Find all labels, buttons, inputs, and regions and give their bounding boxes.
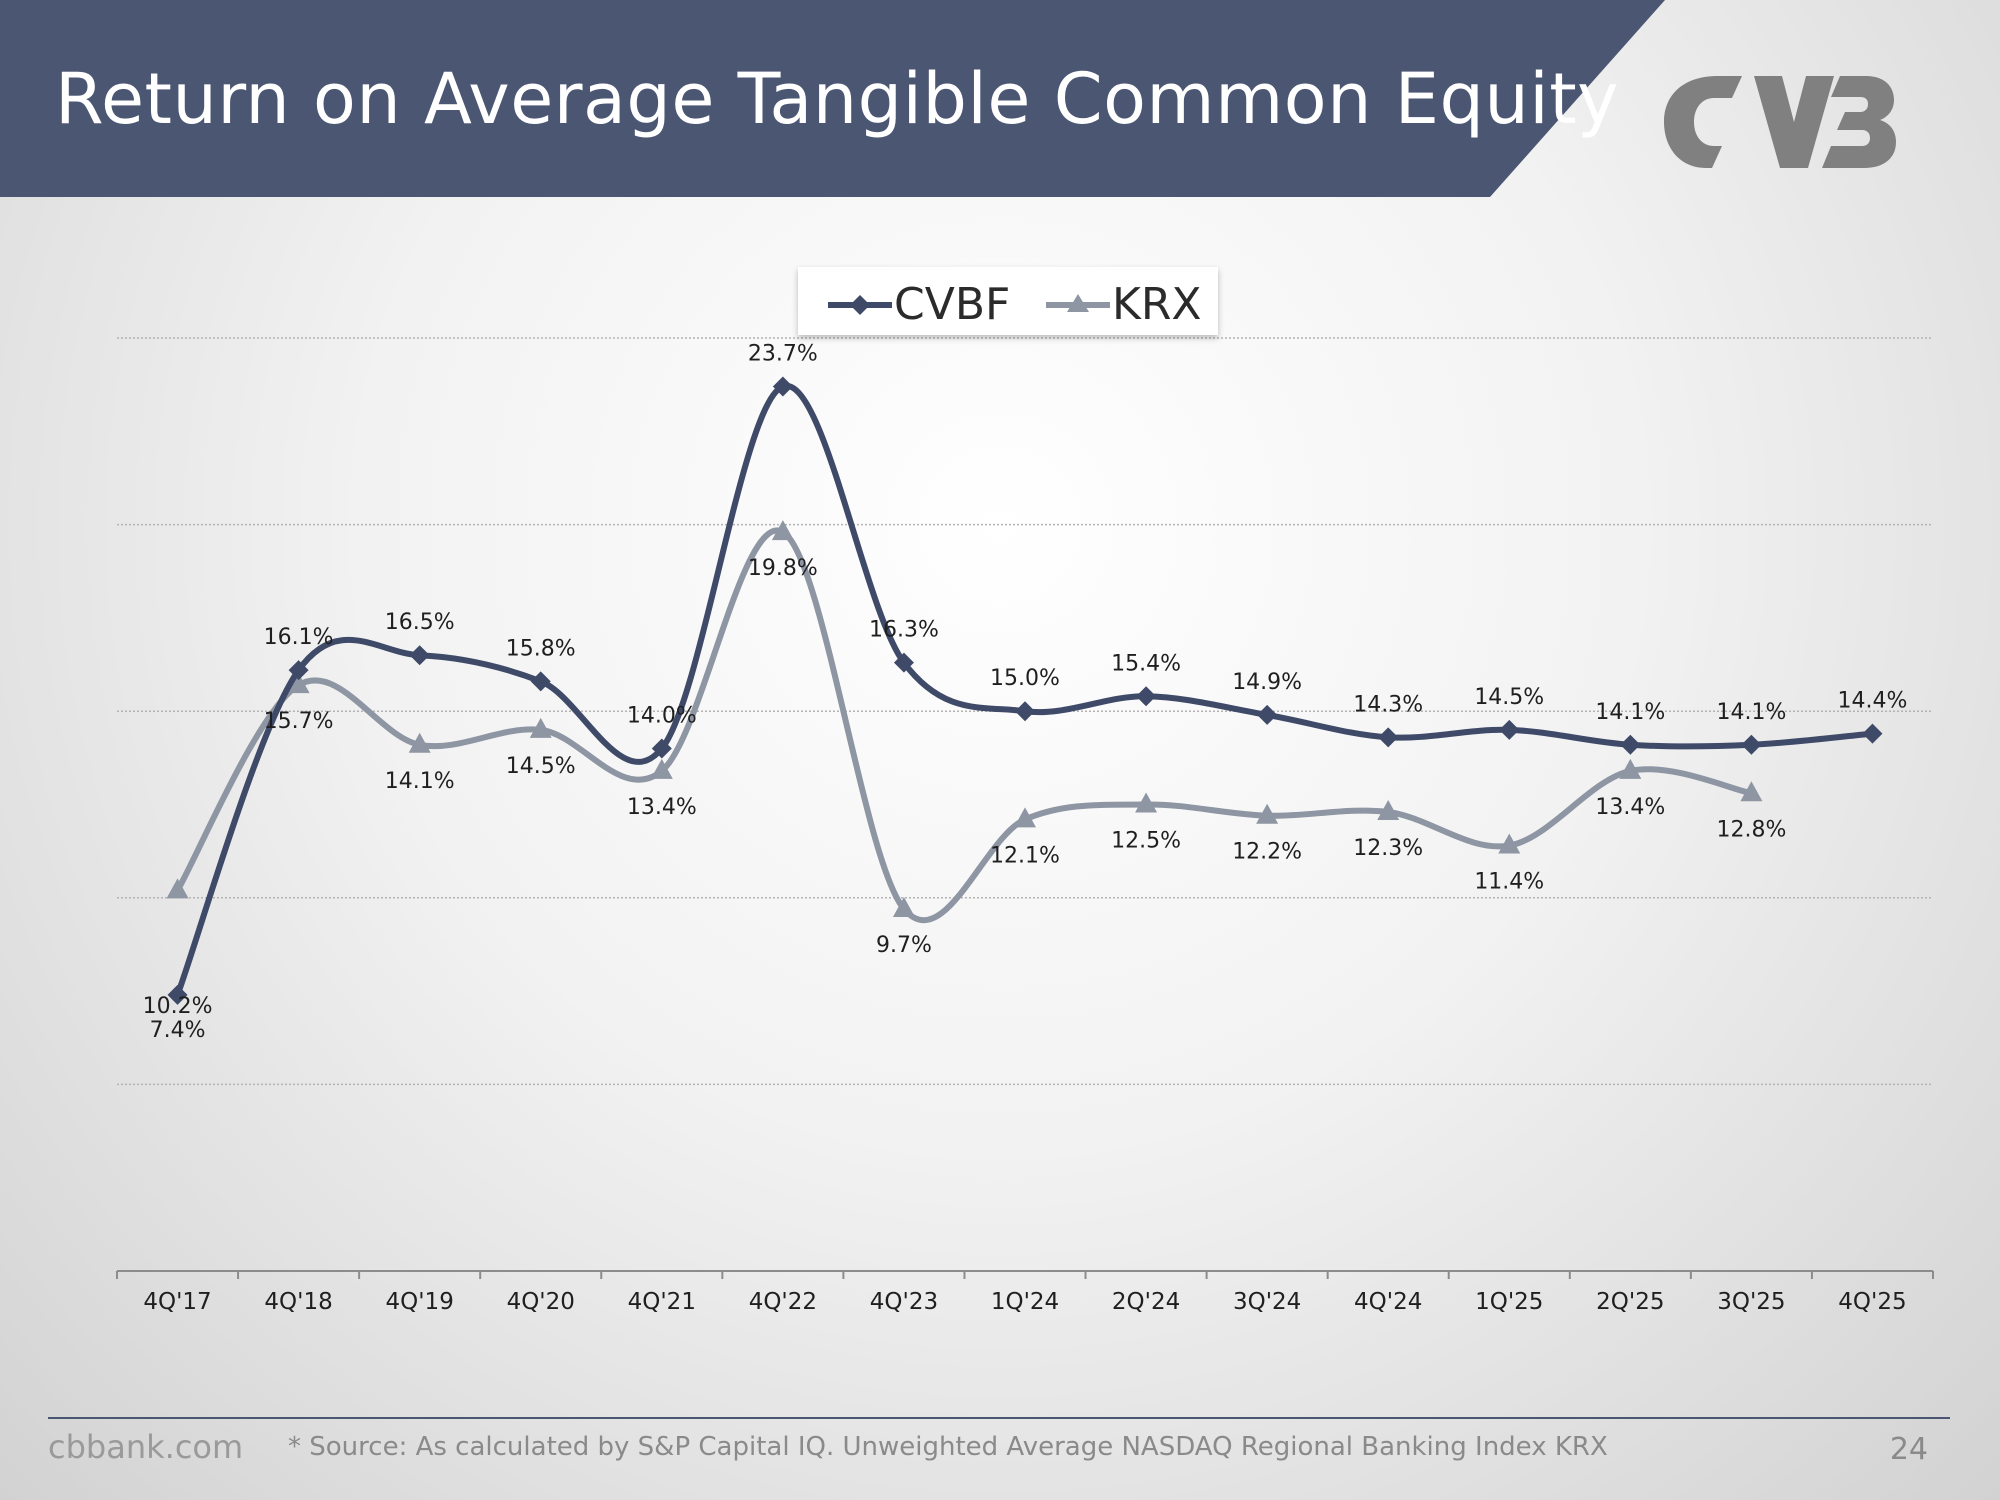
footer-website: cbbank.com xyxy=(48,1428,244,1466)
chart-legend: CVBF KRX xyxy=(798,267,1218,335)
legend-label-cvbf: CVBF xyxy=(894,279,1011,330)
data-label-cvbf: 15.4% xyxy=(1111,651,1181,676)
data-point-cvbf xyxy=(1499,719,1520,740)
data-label-krx: 11.4% xyxy=(1474,870,1544,895)
data-label-cvbf: 14.5% xyxy=(1474,685,1544,710)
data-label-krx: 12.3% xyxy=(1353,836,1423,861)
data-label-cvbf: 23.7% xyxy=(748,342,818,367)
data-label-krx: 19.8% xyxy=(748,556,818,581)
legend-swatch-krx xyxy=(1046,294,1110,312)
data-point-cvbf xyxy=(772,376,793,397)
data-point-krx xyxy=(892,896,915,917)
x-tick-label: 4Q'21 xyxy=(628,1289,696,1315)
data-label-krx: 12.8% xyxy=(1716,817,1786,842)
data-point-cvbf xyxy=(288,660,309,681)
data-point-krx xyxy=(408,732,431,753)
legend-label-krx: KRX xyxy=(1112,279,1202,330)
x-tick-label: 4Q'23 xyxy=(870,1289,938,1315)
x-tick-label: 3Q'25 xyxy=(1717,1289,1785,1315)
x-tick-label: 4Q'20 xyxy=(507,1289,575,1315)
data-label-cvbf: 7.4% xyxy=(150,1018,206,1043)
footer-divider xyxy=(48,1417,1950,1419)
x-tick-label: 4Q'17 xyxy=(143,1289,211,1315)
title-banner xyxy=(0,0,1665,197)
data-point-krx xyxy=(529,717,552,738)
legend-swatch-cvbf xyxy=(828,295,892,315)
data-point-cvbf xyxy=(1136,686,1157,707)
data-label-krx: 14.1% xyxy=(385,769,455,794)
data-label-cvbf: 14.3% xyxy=(1353,692,1423,717)
x-tick-label: 4Q'25 xyxy=(1838,1289,1906,1315)
data-point-cvbf xyxy=(1378,727,1399,748)
data-label-krx: 9.7% xyxy=(876,933,932,958)
data-point-cvbf xyxy=(1257,704,1278,725)
data-point-cvbf xyxy=(409,645,430,666)
x-tick-label: 3Q'24 xyxy=(1233,1289,1301,1315)
page-number: 24 xyxy=(1889,1432,1928,1467)
data-label-krx: 13.4% xyxy=(1595,795,1665,820)
data-point-krx xyxy=(166,878,189,899)
data-label-krx: 12.5% xyxy=(1111,829,1181,854)
data-point-cvbf xyxy=(893,652,914,673)
data-point-krx xyxy=(1135,792,1158,813)
data-label-cvbf: 14.9% xyxy=(1232,670,1302,695)
data-label-krx: 14.5% xyxy=(506,754,576,779)
data-label-cvbf: 14.1% xyxy=(1716,700,1786,725)
data-label-cvbf: 14.0% xyxy=(627,704,697,729)
data-point-krx xyxy=(1619,758,1642,779)
page-title: Return on Average Tangible Common Equity xyxy=(55,58,1620,140)
data-point-cvbf xyxy=(1015,701,1035,722)
data-point-krx xyxy=(650,758,673,779)
data-point-krx xyxy=(287,673,310,694)
data-label-krx: 13.4% xyxy=(627,795,697,820)
x-tick-label: 4Q'22 xyxy=(749,1289,817,1315)
data-point-krx xyxy=(1740,781,1763,802)
x-tick-label: 4Q'19 xyxy=(386,1289,454,1315)
data-label-krx: 12.1% xyxy=(990,843,1060,868)
data-point-cvbf xyxy=(1741,734,1762,755)
data-point-cvbf xyxy=(530,671,551,692)
series-line-krx xyxy=(174,527,1753,924)
data-label-cvbf: 16.1% xyxy=(264,625,334,650)
data-point-cvbf xyxy=(167,984,188,1005)
data-label-krx: 10.2% xyxy=(143,994,213,1019)
data-point-krx xyxy=(771,520,794,541)
data-label-cvbf: 15.8% xyxy=(506,636,576,661)
data-label-krx: 12.2% xyxy=(1232,840,1302,865)
x-tick-label: 1Q'25 xyxy=(1475,1289,1543,1315)
x-tick-label: 4Q'18 xyxy=(264,1289,332,1315)
data-point-cvbf xyxy=(651,738,672,759)
data-point-cvbf xyxy=(1862,723,1883,744)
data-label-cvbf: 14.4% xyxy=(1838,689,1908,714)
data-point-cvbf xyxy=(1620,734,1641,755)
data-label-cvbf: 14.1% xyxy=(1595,700,1665,725)
x-tick-label: 4Q'24 xyxy=(1354,1289,1422,1315)
x-tick-label: 2Q'25 xyxy=(1596,1289,1664,1315)
data-label-cvbf: 15.0% xyxy=(990,666,1060,691)
data-label-cvbf: 16.3% xyxy=(869,618,939,643)
data-label-cvbf: 16.5% xyxy=(385,610,455,635)
data-point-krx xyxy=(1498,833,1521,854)
data-point-krx xyxy=(1377,799,1400,820)
legend-entry-cvbf: CVBF xyxy=(828,275,1028,330)
data-point-krx xyxy=(1014,807,1036,828)
x-tick-label: 2Q'24 xyxy=(1112,1289,1180,1315)
data-point-krx xyxy=(1256,803,1279,824)
cvb-logo xyxy=(1664,76,1896,168)
footer-source-note: * Source: As calculated by S&P Capital I… xyxy=(288,1432,1608,1462)
x-tick-label: 1Q'24 xyxy=(991,1289,1059,1315)
legend-entry-krx: KRX xyxy=(1046,275,1206,330)
data-label-krx: 15.7% xyxy=(264,709,334,734)
